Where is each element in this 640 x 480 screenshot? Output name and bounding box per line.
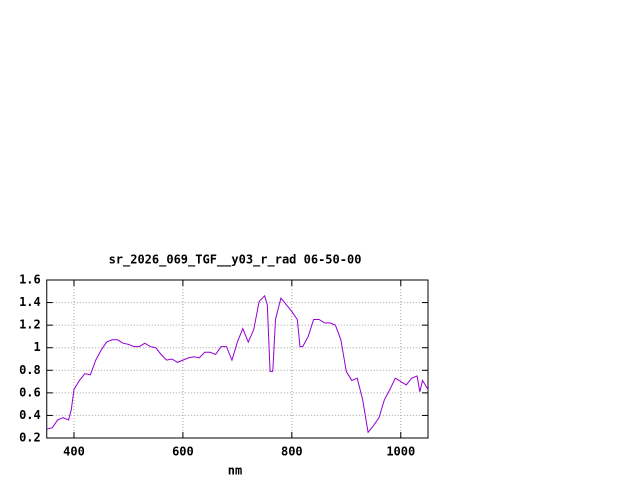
y-tick-label: 1.2 <box>19 318 41 332</box>
plot-frame <box>46 279 429 439</box>
y-tick-label: 0.8 <box>19 363 41 377</box>
y-tick-label: 0.6 <box>19 385 41 399</box>
x-axis-label: nm <box>228 464 242 478</box>
x-tick-label: 800 <box>281 445 303 459</box>
x-tick-label: 400 <box>63 445 85 459</box>
data-line <box>46 294 429 434</box>
y-tick-label: 0.2 <box>19 431 41 445</box>
chart-title: sr_2026_069_TGF__y03_r_rad 06-50-00 <box>109 253 362 268</box>
x-tick-label: 600 <box>172 445 194 459</box>
y-tick-label: 1 <box>34 340 41 354</box>
y-tick-label: 1.6 <box>19 273 41 287</box>
y-tick-label: 1.4 <box>19 295 41 309</box>
y-tick-label: 0.4 <box>19 408 41 422</box>
x-tick-label: 1000 <box>386 445 415 459</box>
